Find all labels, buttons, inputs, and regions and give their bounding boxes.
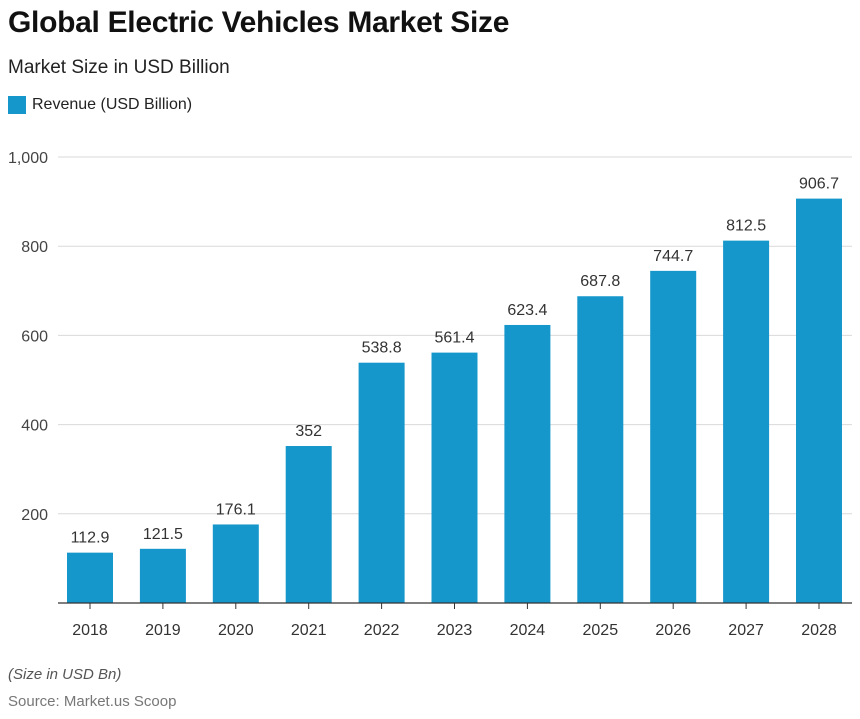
x-tick-label: 2025 — [583, 622, 619, 639]
x-tick-label: 2020 — [218, 622, 254, 639]
bar-value-label: 687.8 — [580, 273, 620, 290]
bar — [67, 552, 113, 603]
bar — [212, 524, 259, 603]
x-tick-label: 2024 — [510, 622, 546, 639]
x-tick-label: 2018 — [72, 622, 108, 639]
x-tick-label: 2022 — [364, 622, 400, 639]
chart-subtitle: Market Size in USD Billion — [8, 57, 230, 78]
y-tick-label: 600 — [21, 328, 48, 345]
bar — [577, 296, 624, 603]
bar-chart: 200 400 600 800 1,000 112.9 2018 121.5 2019 176.1… — [8, 150, 852, 639]
bar-value-label: 176.1 — [216, 501, 256, 518]
bar-value-label: 112.9 — [71, 530, 110, 547]
chart-title: Global Electric Vehicles Market Size — [8, 6, 510, 39]
bar-value-label: 121.5 — [143, 526, 183, 543]
x-tick-label: 2027 — [728, 622, 764, 639]
bar-value-label: 538.8 — [362, 340, 402, 357]
bar — [650, 270, 697, 603]
x-tick-label: 2026 — [655, 622, 691, 639]
legend-swatch — [8, 96, 26, 114]
bar-value-label: 906.7 — [799, 176, 839, 193]
bar-value-label: 812.5 — [726, 218, 766, 235]
x-tick-label: 2021 — [291, 622, 327, 639]
bar-value-label: 744.7 — [653, 248, 693, 265]
bar — [358, 362, 405, 603]
y-tick-label: 1,000 — [8, 150, 48, 167]
bar — [285, 446, 332, 603]
y-tick-label: 800 — [21, 239, 48, 256]
bar — [431, 352, 478, 603]
source-text: Source: Market.us Scoop — [8, 693, 177, 710]
y-tick-label: 200 — [21, 507, 48, 524]
legend-label: Revenue (USD Billion) — [32, 96, 193, 113]
bar — [723, 240, 770, 603]
x-tick-label: 2028 — [801, 622, 837, 639]
bar-value-label: 352 — [295, 423, 322, 440]
legend: Revenue (USD Billion) — [8, 96, 192, 114]
x-tick-label: 2019 — [145, 622, 181, 639]
size-note: (Size in USD Bn) — [8, 666, 122, 683]
bar — [796, 198, 842, 603]
x-tick-label: 2023 — [437, 622, 473, 639]
y-tick-label: 400 — [21, 418, 48, 435]
bar-value-label: 623.4 — [507, 302, 547, 319]
bar-value-label: 561.4 — [434, 330, 474, 347]
bar — [139, 548, 186, 603]
bar — [504, 324, 551, 603]
